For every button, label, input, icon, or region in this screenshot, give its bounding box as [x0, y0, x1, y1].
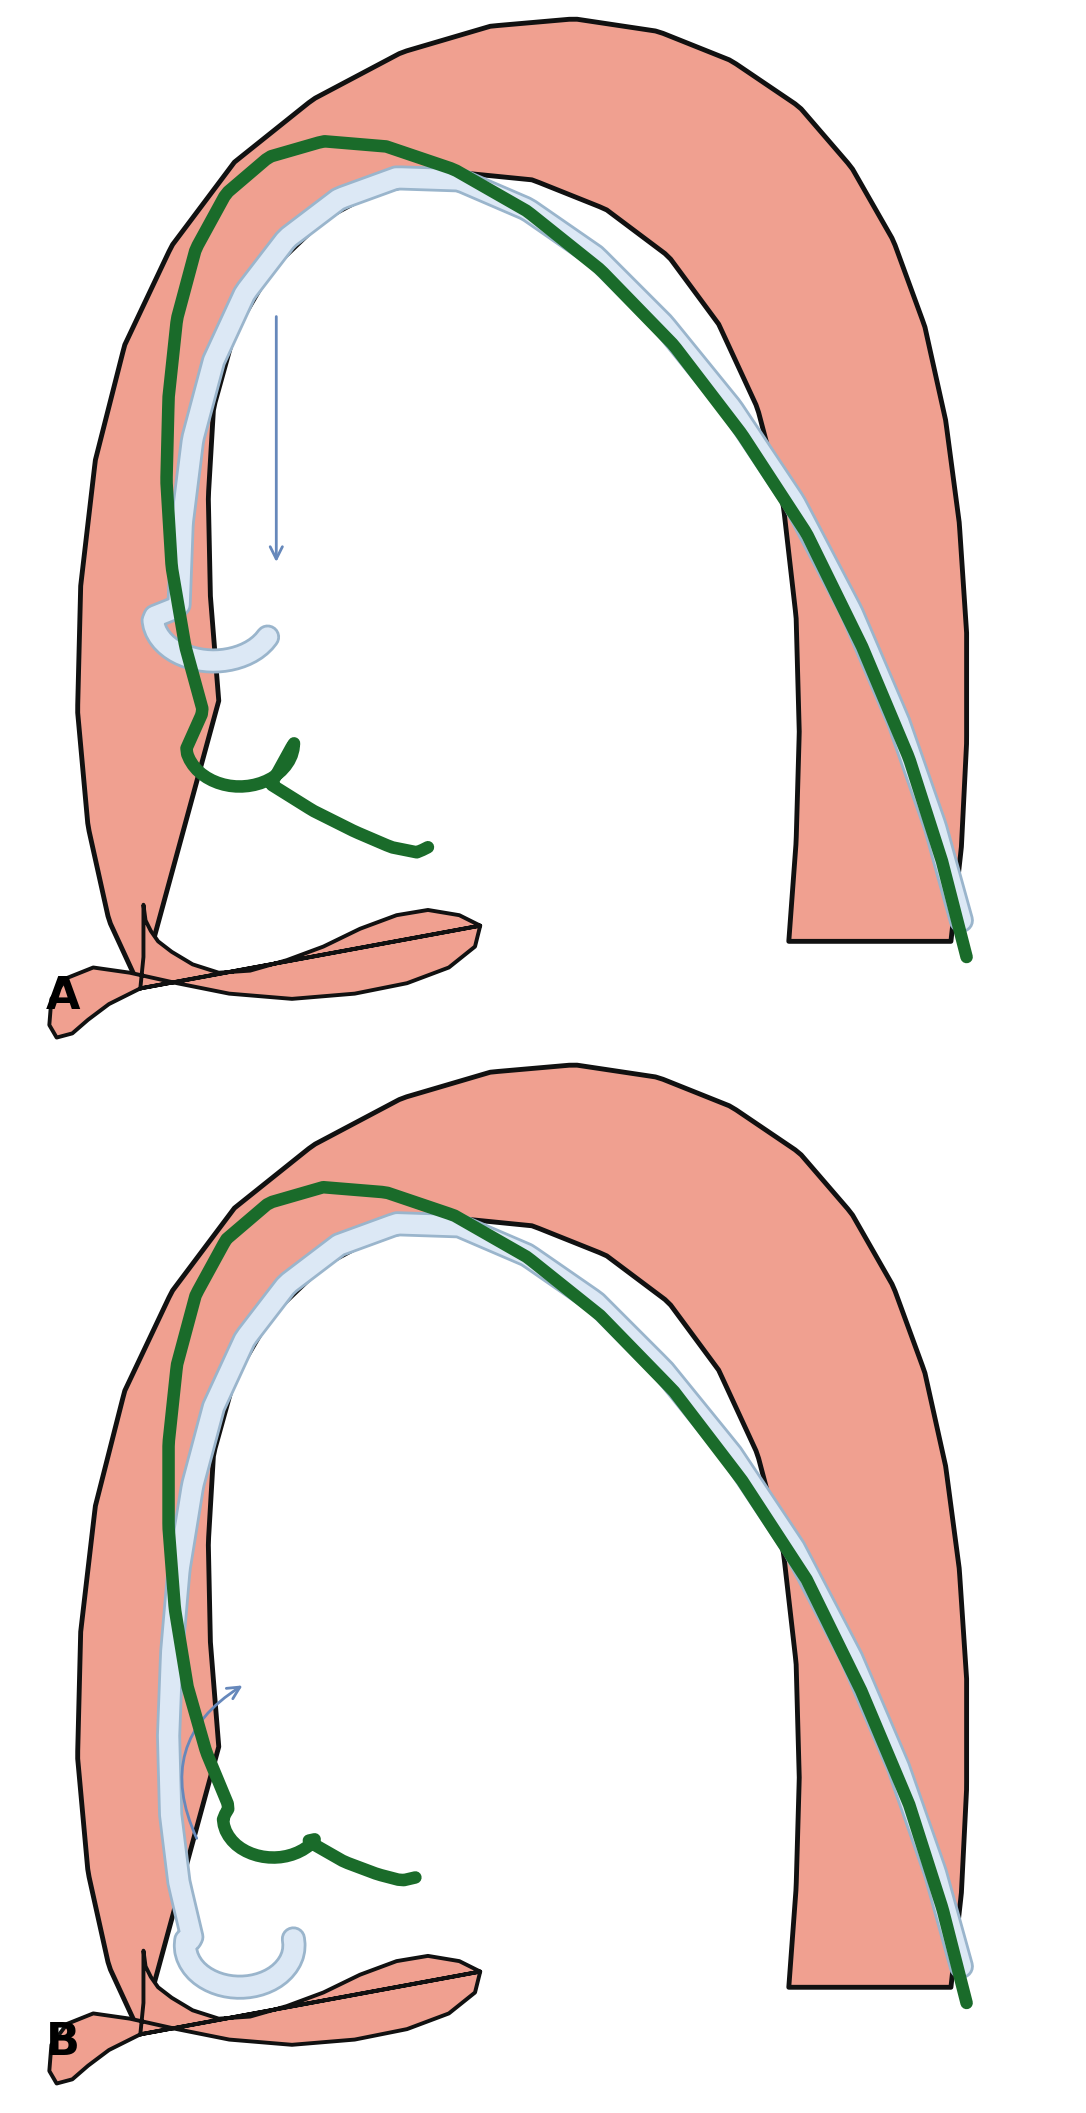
Polygon shape [78, 19, 967, 989]
Polygon shape [78, 1065, 967, 2035]
Text: B: B [47, 2022, 80, 2064]
Polygon shape [49, 1950, 480, 2083]
Polygon shape [49, 904, 480, 1037]
Text: A: A [47, 976, 80, 1018]
